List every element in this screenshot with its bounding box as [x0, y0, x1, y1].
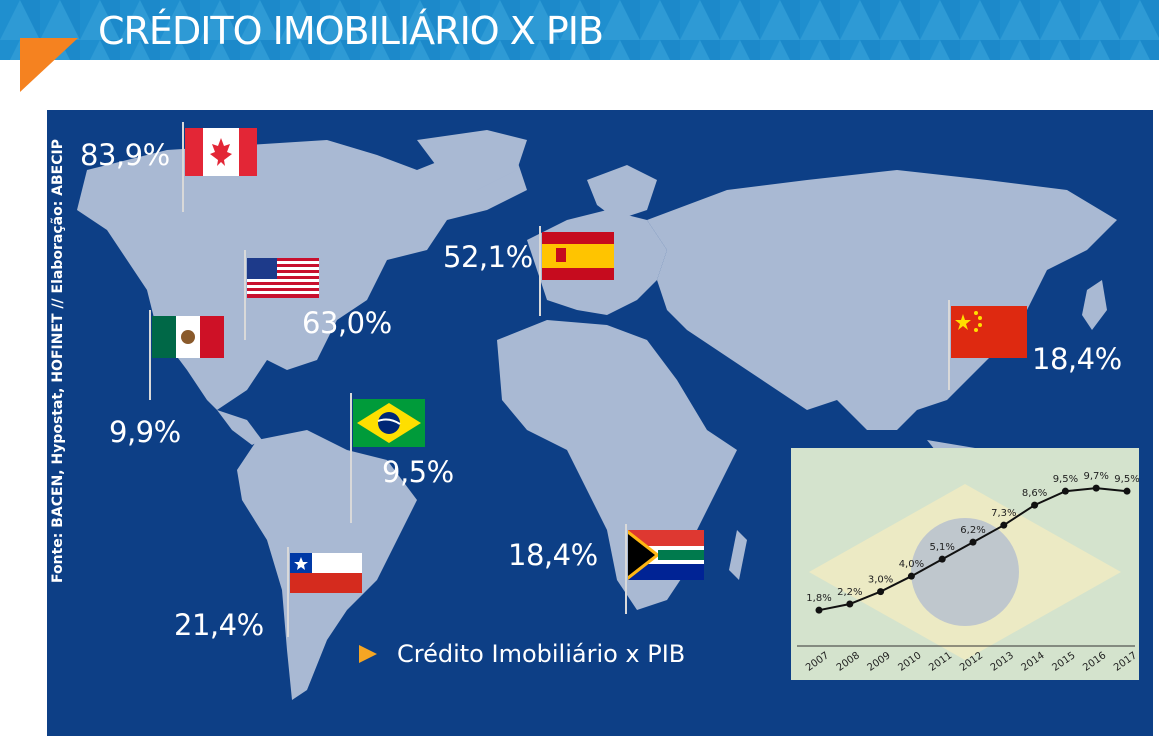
- scandinavia-land: [587, 165, 657, 220]
- data-label: 2,2%: [837, 587, 862, 598]
- brazil-globe-watermark: [911, 518, 1019, 626]
- chile-value: 21,4%: [174, 608, 264, 642]
- header-background: [0, 0, 1159, 66]
- brazil-value: 9,5%: [382, 455, 454, 489]
- legend-label: Crédito Imobiliário x PIB: [397, 640, 686, 668]
- data-label: 9,5%: [1114, 474, 1139, 485]
- asia-land: [647, 170, 1117, 430]
- canada-value: 83,9%: [80, 138, 170, 172]
- mexico-value: 9,9%: [109, 415, 181, 449]
- data-label: 9,5%: [1053, 474, 1078, 485]
- data-point: [938, 555, 946, 563]
- inset-chart-svg: 1,8%20072,2%20083,0%20094,0%20105,1%2011…: [791, 448, 1140, 680]
- spain-flag: [539, 226, 614, 316]
- south-africa-value: 18,4%: [508, 538, 598, 572]
- china-flag: [948, 300, 1027, 390]
- data-label: 4,0%: [899, 559, 924, 570]
- header-bar: CRÉDITO IMOBILIÁRIO X PIB: [0, 0, 1159, 66]
- source-note: Fonte: BACEN, Hypostat, HOFINET // Elabo…: [50, 139, 66, 583]
- data-label: 9,7%: [1083, 471, 1108, 482]
- canada-flag: [182, 122, 257, 212]
- data-point: [1092, 484, 1100, 492]
- greenland-land: [417, 130, 527, 190]
- data-label: 3,0%: [868, 575, 893, 586]
- orange-arrow-icon: [359, 645, 377, 663]
- data-label: 6,2%: [960, 525, 985, 536]
- data-point: [877, 588, 885, 596]
- legend: Crédito Imobiliário x PIB: [359, 640, 685, 668]
- world-map-panel: 83,9% 63,0% 9,9% 9,5% 21,4% 52,1% 18,4% …: [47, 110, 1153, 736]
- data-label: 5,1%: [929, 542, 954, 553]
- page-title: CRÉDITO IMOBILIÁRIO X PIB: [98, 9, 604, 53]
- data-point: [1031, 501, 1039, 509]
- data-label: 1,8%: [806, 593, 831, 604]
- data-point: [969, 538, 977, 546]
- data-label: 8,6%: [1022, 488, 1047, 499]
- chile-flag: [287, 547, 362, 637]
- brazil-inset-chart: 1,8% 2007 2,2% 2008 3,0% 2009 4,0% 2010 5,1% 2011…: [791, 448, 1140, 680]
- orange-triangle-icon: [20, 38, 78, 92]
- china-value: 18,4%: [1032, 342, 1122, 376]
- data-label: 7,3%: [991, 508, 1016, 519]
- spain-value: 52,1%: [443, 240, 533, 274]
- data-point: [1000, 521, 1008, 529]
- madagascar-land: [729, 530, 747, 580]
- central-america-land: [217, 410, 262, 445]
- mexico-flag: [149, 310, 224, 400]
- usa-value: 63,0%: [302, 306, 392, 340]
- data-point: [1123, 487, 1131, 495]
- usa-flag: [244, 250, 319, 340]
- data-point: [815, 606, 823, 614]
- data-point: [1061, 487, 1069, 495]
- brazil-flag: [350, 393, 425, 523]
- data-point: [846, 600, 854, 608]
- south-africa-flag: [625, 524, 704, 614]
- japan-land: [1082, 280, 1107, 330]
- data-point: [907, 572, 915, 580]
